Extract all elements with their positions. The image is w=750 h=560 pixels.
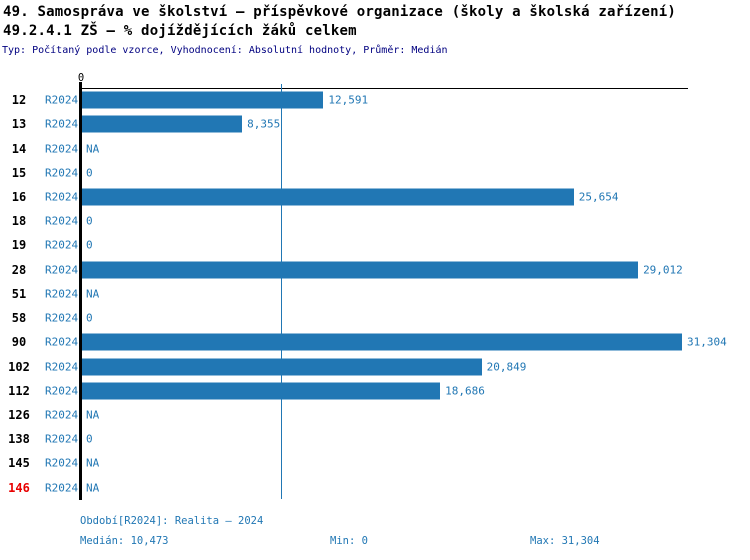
bar-value-label: NA (86, 287, 100, 301)
chart-row: 126 R2024 NA (0, 403, 750, 427)
bar (82, 261, 639, 279)
bar-value-label: NA (86, 408, 100, 422)
chart-row: 112 R2024 18,686 (0, 379, 750, 403)
row-id-label: 90 (11, 335, 27, 350)
chart-row: 90 R2024 31,304 (0, 330, 750, 354)
chart-row: 138 R2024 0 (0, 427, 750, 451)
bar-value-label: NA (86, 481, 100, 495)
row-period-label: R2024 (45, 384, 79, 398)
bar-value-label: 0 (86, 214, 93, 228)
chart-row: 13 R2024 8,355 (0, 112, 750, 136)
row-period-label: R2024 (45, 238, 79, 252)
bar-value-label: 25,654 (578, 190, 619, 204)
bar (82, 91, 324, 109)
bar-value-label: 18,686 (445, 384, 485, 398)
bar-value-label: 20,849 (486, 360, 527, 374)
row-period-label: R2024 (45, 214, 79, 228)
row-id-label: 138 (8, 432, 30, 447)
chart-row: 15 R2024 0 (0, 161, 750, 185)
bar-value-label: 0 (86, 166, 93, 180)
row-period-label: R2024 (45, 166, 79, 180)
row-id-label: 102 (8, 359, 30, 374)
chart-row: 19 R2024 0 (0, 233, 750, 257)
row-id-label: 13 (11, 117, 27, 132)
chart-subtitle: 49.2.4.1 ZŠ – % dojíždějících žáků celke… (3, 23, 357, 39)
bar-value-label: 8,355 (247, 117, 281, 131)
footer-period: Období[R2024]: Realita – 2024 (80, 515, 264, 527)
row-period-label: R2024 (45, 117, 79, 131)
row-period-label: R2024 (45, 311, 79, 325)
median-line (280, 84, 283, 499)
bar-value-label: 0 (86, 432, 93, 446)
bar-value-label: NA (86, 142, 100, 156)
chart-row: 145 R2024 NA (0, 451, 750, 475)
row-period-label: R2024 (45, 432, 79, 446)
chart-row: 28 R2024 29,012 (0, 258, 750, 282)
bar-value-label: 29,012 (643, 263, 683, 277)
bar (82, 358, 482, 376)
row-id-label: 19 (11, 238, 27, 253)
row-period-label: R2024 (45, 408, 79, 422)
row-period-label: R2024 (45, 263, 79, 277)
x-axis-zero-tick-label: 0 (77, 72, 85, 84)
row-id-label: 14 (11, 141, 27, 156)
y-axis-line (79, 82, 82, 500)
row-id-label: 16 (11, 189, 27, 204)
chart-row: 16 R2024 25,654 (0, 185, 750, 209)
bar-value-label: 0 (86, 238, 93, 252)
row-id-label: 145 (8, 456, 30, 471)
page-title: 49. Samospráva ve školství – příspěvkové… (3, 4, 677, 20)
chart-row: 58 R2024 0 (0, 306, 750, 330)
row-period-label: R2024 (45, 190, 79, 204)
row-id-label: 51 (11, 286, 27, 301)
row-id-label: 112 (8, 383, 30, 398)
bar-value-label: 12,591 (328, 93, 369, 107)
row-period-label: R2024 (45, 456, 79, 470)
row-id-label: 126 (8, 407, 30, 422)
chart-row: 14 R2024 NA (0, 136, 750, 160)
row-period-label: R2024 (45, 360, 79, 374)
row-id-label: 15 (11, 165, 27, 180)
bar-value-label: NA (86, 456, 100, 470)
rows: 12 R2024 12,591 13 R2024 8,355 14 R2024 … (0, 88, 750, 500)
footer-median: Medián: 10,473 (80, 535, 169, 547)
row-id-label: 146 (8, 480, 30, 495)
x-axis-line (79, 88, 688, 89)
bar-value-label: 0 (86, 311, 93, 325)
bar-value-label: 31,304 (687, 335, 727, 349)
chart-meta-line: Typ: Počítaný podle vzorce, Vyhodnocení:… (2, 45, 448, 56)
bar (82, 188, 574, 206)
bar (82, 115, 243, 133)
row-id-label: 12 (11, 93, 27, 108)
row-period-label: R2024 (45, 287, 79, 301)
row-id-label: 58 (11, 311, 27, 326)
row-period-label: R2024 (45, 142, 79, 156)
footer-min: Min: 0 (330, 535, 368, 547)
row-period-label: R2024 (45, 335, 79, 349)
row-id-label: 18 (11, 214, 27, 229)
row-period-label: R2024 (45, 93, 79, 107)
chart-row: 51 R2024 NA (0, 282, 750, 306)
footer-max: Max: 31,304 (530, 535, 600, 547)
chart-row: 12 R2024 12,591 (0, 88, 750, 112)
row-id-label: 28 (11, 262, 27, 277)
row-period-label: R2024 (45, 481, 79, 495)
chart-row: 146 R2024 NA (0, 476, 750, 500)
chart-row: 18 R2024 0 (0, 209, 750, 233)
bar (82, 382, 441, 400)
chart-row: 102 R2024 20,849 (0, 354, 750, 378)
bar (82, 333, 682, 351)
